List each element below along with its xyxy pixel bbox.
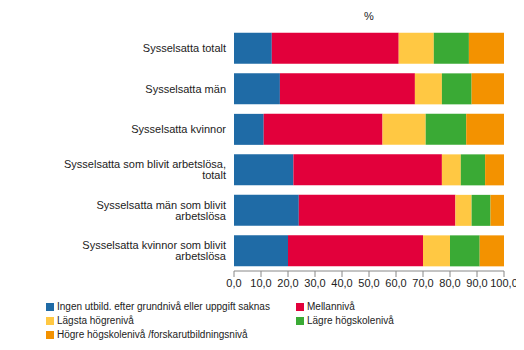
svg-text:Sysselsatta kvinnor: Sysselsatta kvinnor — [131, 123, 226, 135]
svg-text:Sysselsatta som blivit arbetsl: Sysselsatta som blivit arbetslösa,totalt — [64, 158, 226, 181]
svg-text:40,0: 40,0 — [331, 277, 352, 289]
svg-text:80,0: 80,0 — [439, 277, 460, 289]
svg-text:90,0: 90,0 — [466, 277, 487, 289]
svg-text:Sysselsatta män: Sysselsatta män — [145, 83, 226, 95]
html-text:Lägsta högrenivå: Lägsta högrenivå — [57, 315, 134, 326]
html-text:Mellannivå: Mellannivå — [307, 301, 355, 312]
svg-text:Sysselsatta män som blivitarbe: Sysselsatta män som blivitarbetslösa — [96, 199, 226, 222]
svg-text:Sysselsatta kvinnor som blivit: Sysselsatta kvinnor som blivitarbetslösa — [82, 239, 227, 262]
svg-text:Sysselsatta totalt: Sysselsatta totalt — [143, 42, 226, 54]
svg-text:20,0: 20,0 — [277, 277, 298, 289]
svg-text:10,0: 10,0 — [250, 277, 271, 289]
html-text:Högre högskolenivå /forskarutb: Högre högskolenivå /forskarutbildningsni… — [57, 329, 248, 340]
svg-text:60,0: 60,0 — [385, 277, 406, 289]
svg-text:100,0: 100,0 — [490, 277, 516, 289]
html-text:Ingen utbild. efter grundnivå: Ingen utbild. efter grundnivå eller uppg… — [57, 301, 270, 312]
svg-text:0,0: 0,0 — [226, 277, 241, 289]
svg-text:50,0: 50,0 — [358, 277, 379, 289]
html-text:Lägre högskolenivå: Lägre högskolenivå — [307, 315, 394, 326]
svg-text:30,0: 30,0 — [304, 277, 325, 289]
svg-text:70,0: 70,0 — [412, 277, 433, 289]
